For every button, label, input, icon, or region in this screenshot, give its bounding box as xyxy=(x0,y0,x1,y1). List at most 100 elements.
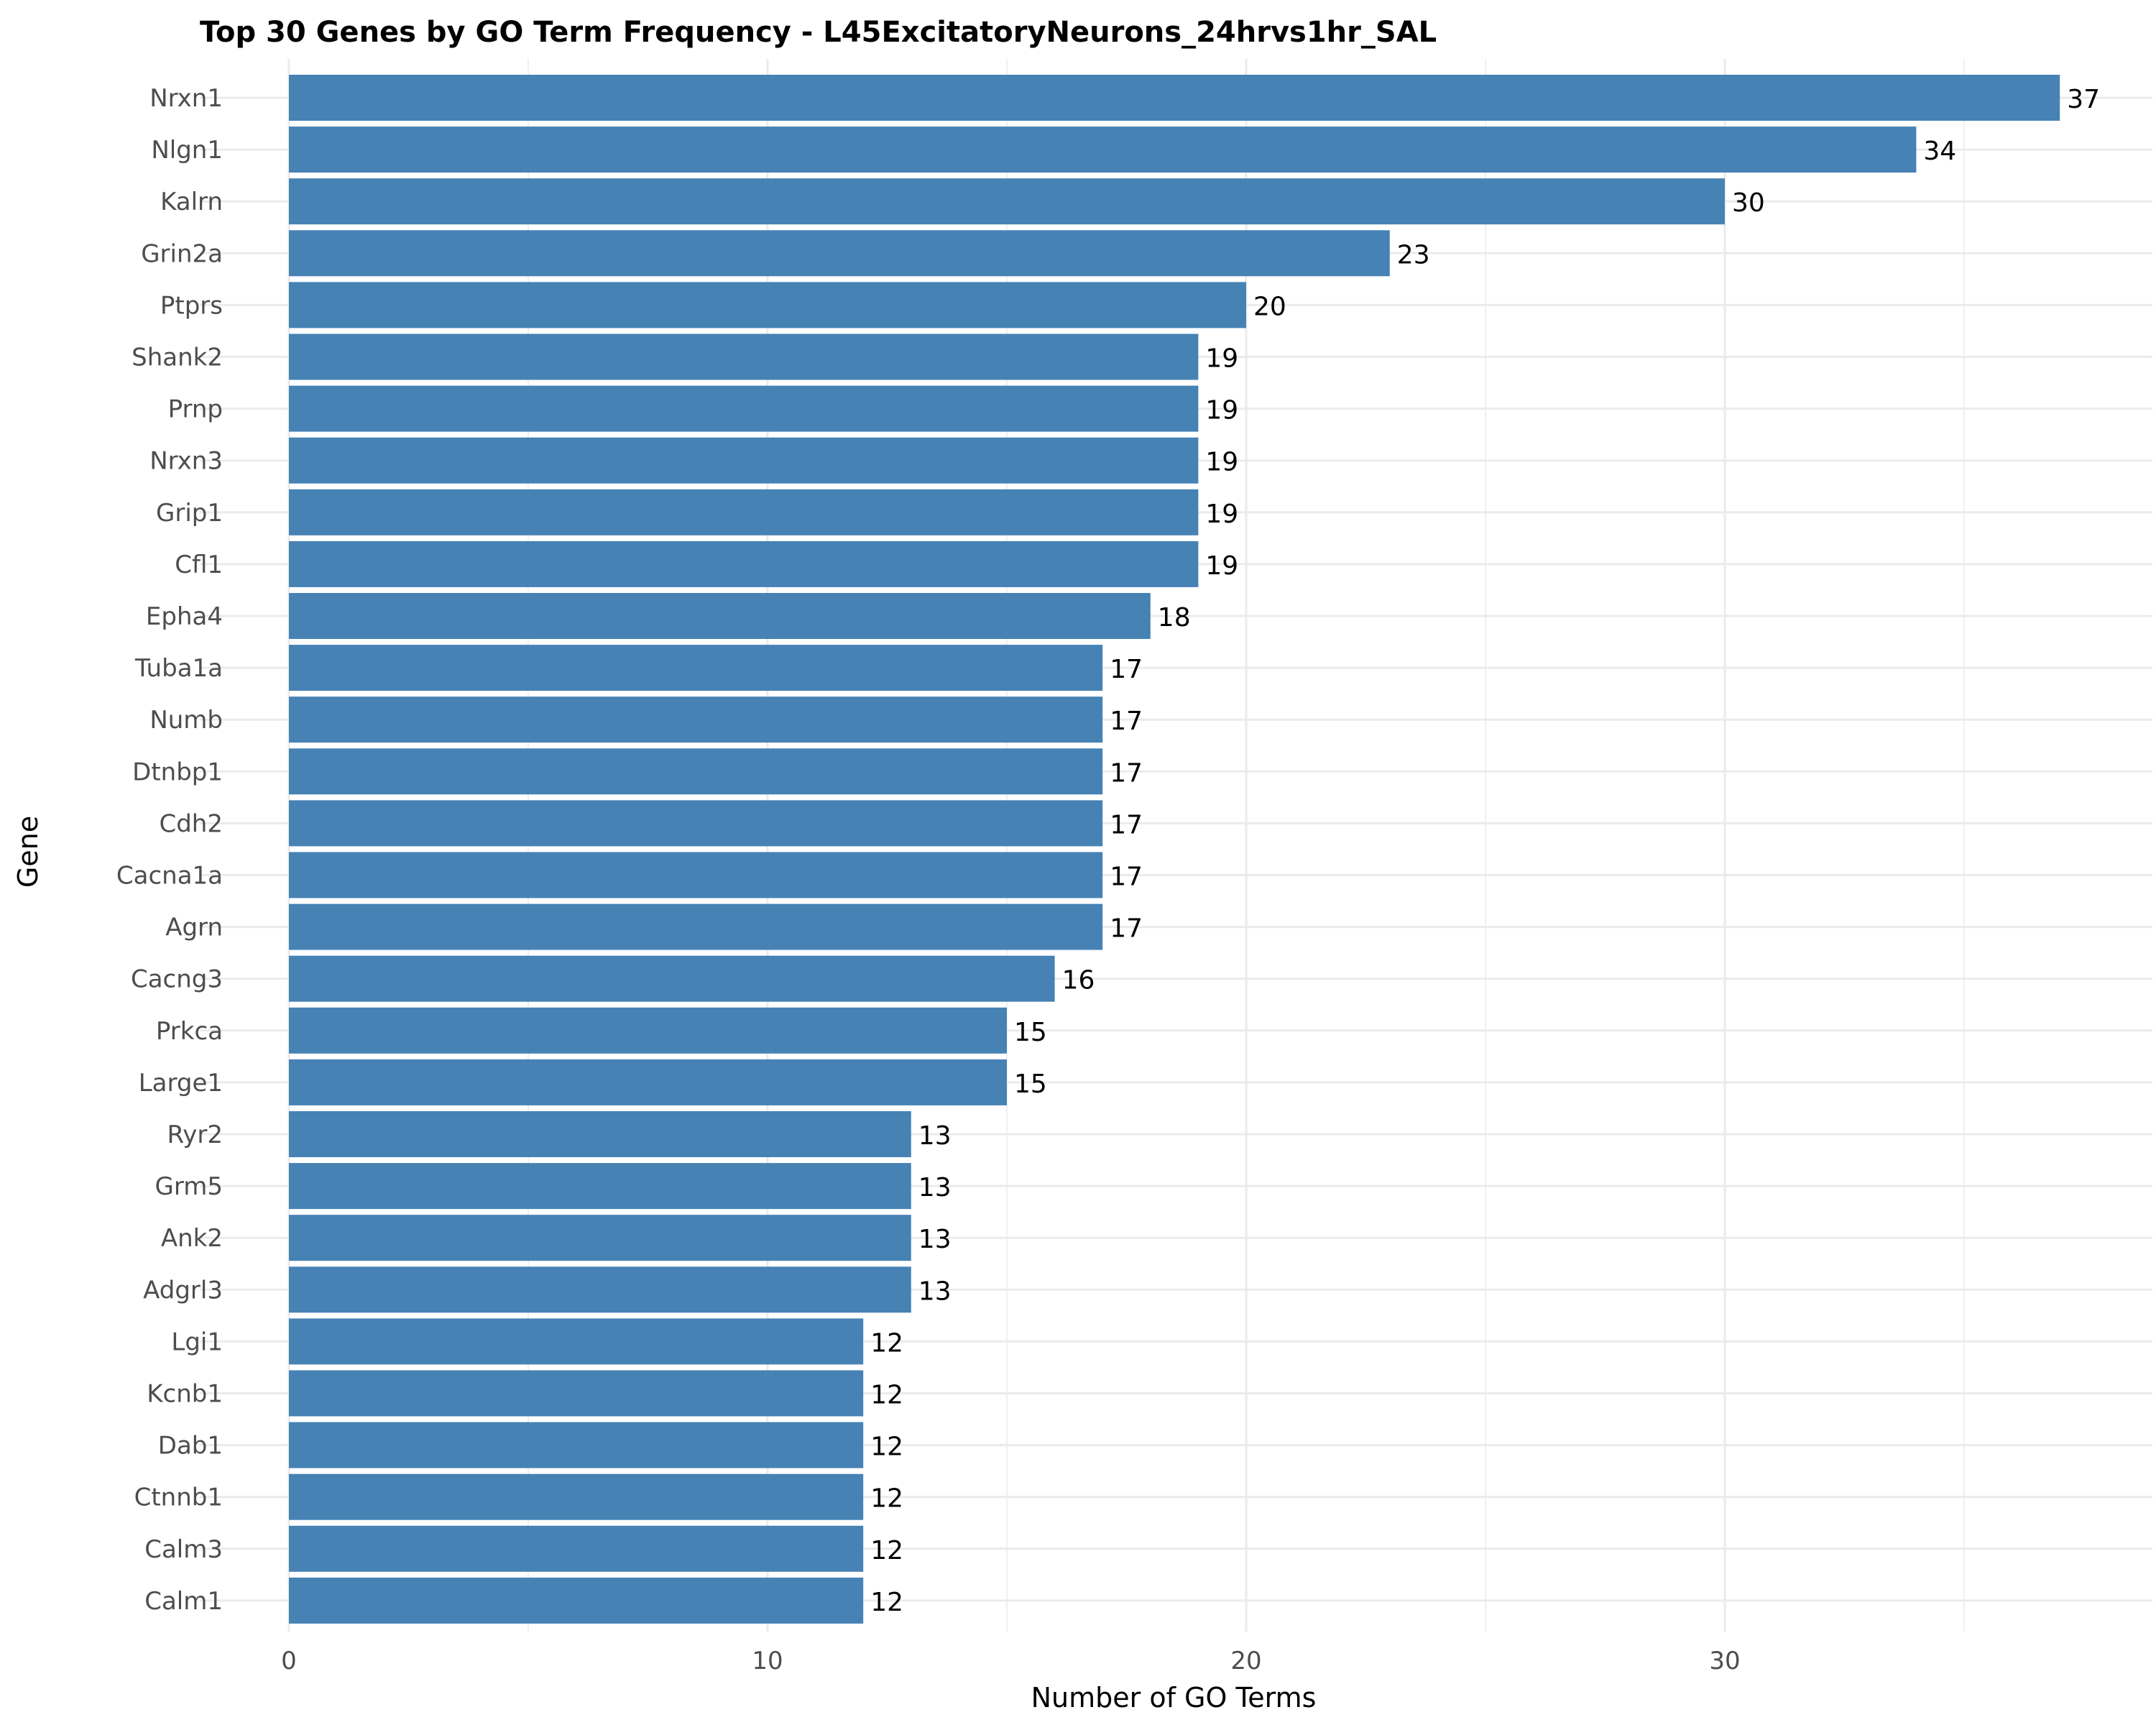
y-tick-label: Numb xyxy=(149,706,223,735)
data-label: 12 xyxy=(870,1381,903,1410)
data-label: 20 xyxy=(1253,292,1286,321)
x-tick-label: 30 xyxy=(1709,1647,1740,1675)
bar xyxy=(289,1111,911,1157)
data-label: 19 xyxy=(1205,448,1238,477)
data-label: 16 xyxy=(1062,966,1095,995)
y-tick-label: Cfl1 xyxy=(175,551,223,579)
data-label: 12 xyxy=(870,1328,903,1358)
data-label: 18 xyxy=(1158,603,1191,632)
bar xyxy=(289,489,1199,535)
data-label: 34 xyxy=(1923,137,1956,166)
bar xyxy=(289,126,1917,173)
y-tick-labels: Nrxn1 Nlgn1 Kalrn Grin2a Ptprs Shank2 Prnp Nrxn… xyxy=(116,84,223,1616)
bar xyxy=(289,540,1199,587)
bar xyxy=(289,1525,864,1572)
y-tick-label: Ptprs xyxy=(160,291,223,320)
y-tick-label: Lgi1 xyxy=(171,1328,223,1356)
y-tick-label: Epha4 xyxy=(146,602,223,631)
data-label: 17 xyxy=(1110,655,1143,684)
bar xyxy=(289,696,1103,743)
x-tick-labels: 0 10 20 30 xyxy=(281,1647,1740,1675)
data-label: 19 xyxy=(1205,551,1238,581)
data-label: 13 xyxy=(918,1121,952,1151)
bar xyxy=(289,230,1390,277)
bar xyxy=(289,1422,864,1468)
bar xyxy=(289,1215,911,1261)
bar xyxy=(289,334,1199,380)
data-label: 12 xyxy=(870,1536,903,1565)
bar xyxy=(289,852,1103,898)
data-label: 13 xyxy=(918,1225,952,1254)
data-label: 17 xyxy=(1110,914,1143,944)
y-tick-label: Large1 xyxy=(139,1069,223,1098)
y-tick-label: Cacng3 xyxy=(131,965,223,994)
y-tick-label: Kcnb1 xyxy=(147,1380,223,1409)
y-tick-label: Ryr2 xyxy=(167,1121,224,1149)
y-tick-label: Cdh2 xyxy=(159,809,223,838)
bar xyxy=(289,385,1199,432)
x-tick-label: 20 xyxy=(1230,1647,1261,1675)
data-label: 19 xyxy=(1205,500,1238,529)
y-tick-label: Nrxn1 xyxy=(149,84,223,113)
bar xyxy=(289,593,1151,639)
y-tick-label: Dab1 xyxy=(158,1432,223,1460)
y-tick-label: Tuba1a xyxy=(134,654,223,683)
y-tick-label: Grm5 xyxy=(155,1172,223,1201)
bar xyxy=(289,955,1055,1002)
data-label: 12 xyxy=(870,1432,903,1462)
data-label: 12 xyxy=(870,1484,903,1514)
y-tick-label: Grip1 xyxy=(156,499,223,528)
y-tick-label: Grin2a xyxy=(141,239,223,268)
data-label: 23 xyxy=(1397,240,1430,270)
bar xyxy=(289,800,1103,847)
x-tick-label: 0 xyxy=(281,1647,297,1675)
data-label: 12 xyxy=(870,1588,903,1617)
y-tick-label: Dtnbp1 xyxy=(132,758,223,786)
y-tick-label: Prkca xyxy=(156,1017,223,1046)
bar xyxy=(289,645,1103,691)
y-tick-label: Nlgn1 xyxy=(151,136,223,165)
y-tick-label: Cacna1a xyxy=(116,862,223,891)
bar xyxy=(289,1370,864,1417)
y-tick-label: Kalrn xyxy=(160,188,223,216)
bar xyxy=(289,437,1199,484)
bar xyxy=(289,75,2060,121)
y-tick-label: Calm3 xyxy=(144,1535,223,1564)
x-tick-label: 10 xyxy=(752,1647,783,1675)
y-axis-title: Gene xyxy=(12,816,44,888)
data-label: 15 xyxy=(1014,1018,1047,1047)
data-label: 17 xyxy=(1110,707,1143,736)
y-tick-label: Ctnnb1 xyxy=(134,1484,223,1512)
bar xyxy=(289,282,1246,328)
y-tick-label: Shank2 xyxy=(132,344,223,372)
data-label: 17 xyxy=(1110,862,1143,892)
data-label: 19 xyxy=(1205,344,1238,374)
bar xyxy=(289,1266,911,1313)
data-label: 19 xyxy=(1205,396,1238,426)
bar xyxy=(289,1577,864,1624)
y-tick-label: Nrxn3 xyxy=(149,447,223,476)
data-label: 15 xyxy=(1014,1070,1047,1099)
y-tick-label: Calm1 xyxy=(144,1587,223,1616)
bar xyxy=(289,178,1725,225)
bar xyxy=(289,1059,1007,1105)
data-label: 17 xyxy=(1110,758,1143,788)
bar xyxy=(289,903,1103,950)
y-tick-label: Agrn xyxy=(165,914,223,942)
data-label: 37 xyxy=(2067,85,2100,114)
bar xyxy=(289,1007,1007,1054)
bar xyxy=(289,748,1103,795)
bar xyxy=(289,1318,864,1365)
bar xyxy=(289,1473,864,1520)
data-label: 30 xyxy=(1732,188,1765,218)
data-label: 17 xyxy=(1110,810,1143,840)
data-label: 13 xyxy=(918,1276,952,1306)
y-tick-label: Adgrl3 xyxy=(143,1276,223,1305)
bars: 37 34 30 23 20 19 19 19 19 19 18 17 17 17 17 17 17 16 15 15… xyxy=(289,75,2100,1624)
y-tick-label: Prnp xyxy=(168,395,223,424)
bar xyxy=(289,1163,911,1210)
x-axis-title: Number of GO Terms xyxy=(1031,1682,1317,1714)
chart-title: Top 30 Genes by GO Term Frequency - L45E… xyxy=(200,16,1437,49)
y-tick-label: Ank2 xyxy=(161,1224,223,1253)
